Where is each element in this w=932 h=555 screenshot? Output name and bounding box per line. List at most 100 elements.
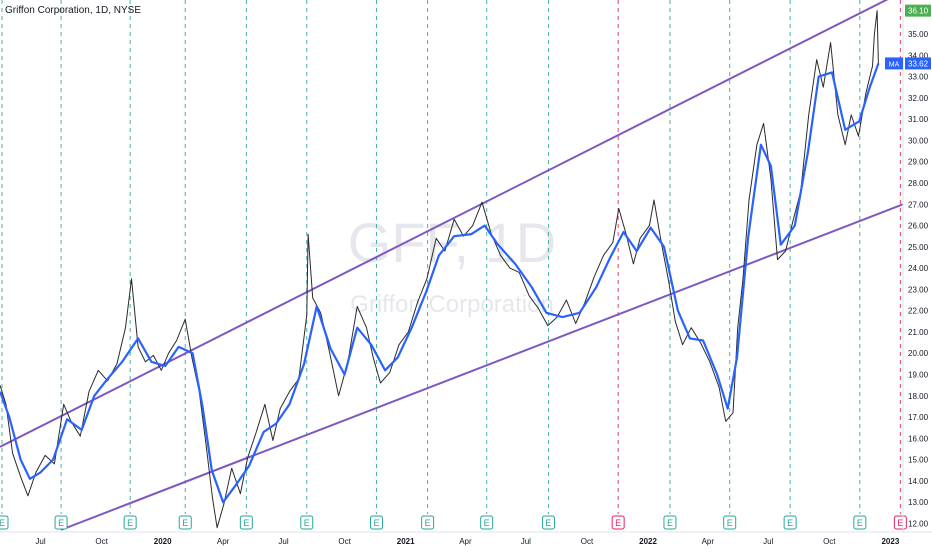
y-tick-label: 26.00 bbox=[908, 222, 929, 231]
earnings-badge-label: E bbox=[182, 518, 188, 528]
x-tick-label: Oct bbox=[823, 537, 836, 546]
watermark-name: Griffon Corporation bbox=[350, 291, 554, 318]
y-tick-label: 31.00 bbox=[908, 115, 929, 124]
earnings-badge: E bbox=[421, 515, 435, 530]
earnings-badge: E bbox=[54, 515, 68, 530]
y-tick-label: 35.00 bbox=[908, 30, 929, 39]
earnings-badge-label: E bbox=[897, 518, 903, 528]
earnings-badge-label: E bbox=[58, 518, 64, 528]
x-tick-label: Jul bbox=[278, 537, 288, 546]
y-tick-label: 34.00 bbox=[908, 51, 929, 60]
earnings-badge-label: E bbox=[857, 518, 863, 528]
y-tick-label: 30.00 bbox=[908, 136, 929, 145]
y-tick-label: 32.00 bbox=[908, 94, 929, 103]
earnings-badge: E bbox=[663, 515, 677, 530]
earnings-badge-label: E bbox=[667, 518, 673, 528]
earnings-badge: E bbox=[300, 515, 314, 530]
x-tick-label: Oct bbox=[581, 537, 594, 546]
earnings-badge-label: E bbox=[787, 518, 793, 528]
current-price-box bbox=[905, 4, 931, 17]
y-tick-label: 12.00 bbox=[908, 519, 929, 528]
earnings-badge-box bbox=[300, 515, 314, 530]
earnings-badge-box bbox=[853, 515, 867, 530]
y-tick-label: 23.00 bbox=[908, 285, 929, 294]
earnings-badge: E bbox=[0, 515, 9, 530]
y-tick-label: 19.00 bbox=[908, 371, 929, 380]
y-tick-label: 27.00 bbox=[908, 200, 929, 209]
ma-name-box bbox=[885, 57, 903, 70]
earnings-badge: E bbox=[611, 515, 625, 530]
earnings-badge-label: E bbox=[0, 518, 5, 528]
earnings-badge-label: E bbox=[727, 518, 733, 528]
x-tick-label: 2023 bbox=[881, 537, 899, 546]
y-tick-label: 15.00 bbox=[908, 456, 929, 465]
y-tick-label: 28.00 bbox=[908, 179, 929, 188]
earnings-badge-label: E bbox=[484, 518, 490, 528]
x-tick-label: 2022 bbox=[639, 537, 657, 546]
earnings-badge-box bbox=[723, 515, 737, 530]
y-tick-label: 22.00 bbox=[908, 307, 929, 316]
earnings-badge-box bbox=[611, 515, 625, 530]
channel-line-lower bbox=[60, 203, 903, 531]
y-tick-label: 16.00 bbox=[908, 434, 929, 443]
current-price-label: 36.10 bbox=[908, 7, 929, 16]
earnings-badge: E bbox=[123, 515, 137, 530]
y-tick-label: 24.00 bbox=[908, 264, 929, 273]
ma-name-label: MA bbox=[889, 61, 900, 68]
earnings-badge-label: E bbox=[243, 518, 249, 528]
earnings-badge-label: E bbox=[425, 518, 431, 528]
x-tick-label: Jul bbox=[35, 537, 45, 546]
earnings-badge-box bbox=[369, 515, 383, 530]
y-tick-label: 21.00 bbox=[908, 328, 929, 337]
earnings-badge-box bbox=[54, 515, 68, 530]
earnings-badge: E bbox=[723, 515, 737, 530]
x-tick-label: 2020 bbox=[154, 537, 172, 546]
y-tick-label: 33.00 bbox=[908, 73, 929, 82]
x-tick-label: Apr bbox=[702, 537, 715, 546]
x-tick-label: Oct bbox=[338, 537, 351, 546]
earnings-badge-label: E bbox=[127, 518, 133, 528]
earnings-badge-box bbox=[123, 515, 137, 530]
earnings-badge-box bbox=[421, 515, 435, 530]
earnings-badge-label: E bbox=[545, 518, 551, 528]
y-tick-label: 13.00 bbox=[908, 498, 929, 507]
x-tick-label: Jul bbox=[521, 537, 531, 546]
earnings-badge: E bbox=[541, 515, 555, 530]
earnings-badge: E bbox=[783, 515, 797, 530]
earnings-badge-box bbox=[541, 515, 555, 530]
price-series-line bbox=[0, 10, 879, 529]
x-tick-label: Apr bbox=[217, 537, 230, 546]
y-tick-label: 29.00 bbox=[908, 158, 929, 167]
earnings-badge-box bbox=[663, 515, 677, 530]
channel-line-upper bbox=[0, 0, 889, 448]
x-tick-label: 2021 bbox=[397, 537, 415, 546]
earnings-badge: E bbox=[369, 515, 383, 530]
ma-value-box bbox=[905, 57, 931, 70]
earnings-badge-label: E bbox=[615, 518, 621, 528]
watermark-ticker: GFF, 1D bbox=[348, 211, 556, 274]
earnings-badge-box bbox=[0, 515, 9, 530]
earnings-badge: E bbox=[239, 515, 253, 530]
plot-area bbox=[0, 0, 903, 531]
y-tick-label: 25.00 bbox=[908, 243, 929, 252]
earnings-badge: E bbox=[480, 515, 494, 530]
x-tick-label: Apr bbox=[459, 537, 472, 546]
ma-series-line bbox=[0, 63, 880, 504]
earnings-badge-label: E bbox=[304, 518, 310, 528]
earnings-badge: E bbox=[178, 515, 192, 530]
y-tick-label: 18.00 bbox=[908, 392, 929, 401]
y-tick-label: 17.00 bbox=[908, 413, 929, 422]
x-tick-label: Oct bbox=[95, 537, 108, 546]
earnings-badge-box bbox=[239, 515, 253, 530]
earnings-badge: E bbox=[853, 515, 867, 530]
earnings-badge-box bbox=[783, 515, 797, 530]
earnings-badge-box bbox=[480, 515, 494, 530]
y-tick-label: 14.00 bbox=[908, 477, 929, 486]
y-tick-label: 20.00 bbox=[908, 349, 929, 358]
x-tick-label: Jul bbox=[763, 537, 773, 546]
earnings-badge: E bbox=[893, 515, 907, 530]
ma-value-label: 33.62 bbox=[908, 59, 929, 68]
earnings-badge-label: E bbox=[373, 518, 379, 528]
